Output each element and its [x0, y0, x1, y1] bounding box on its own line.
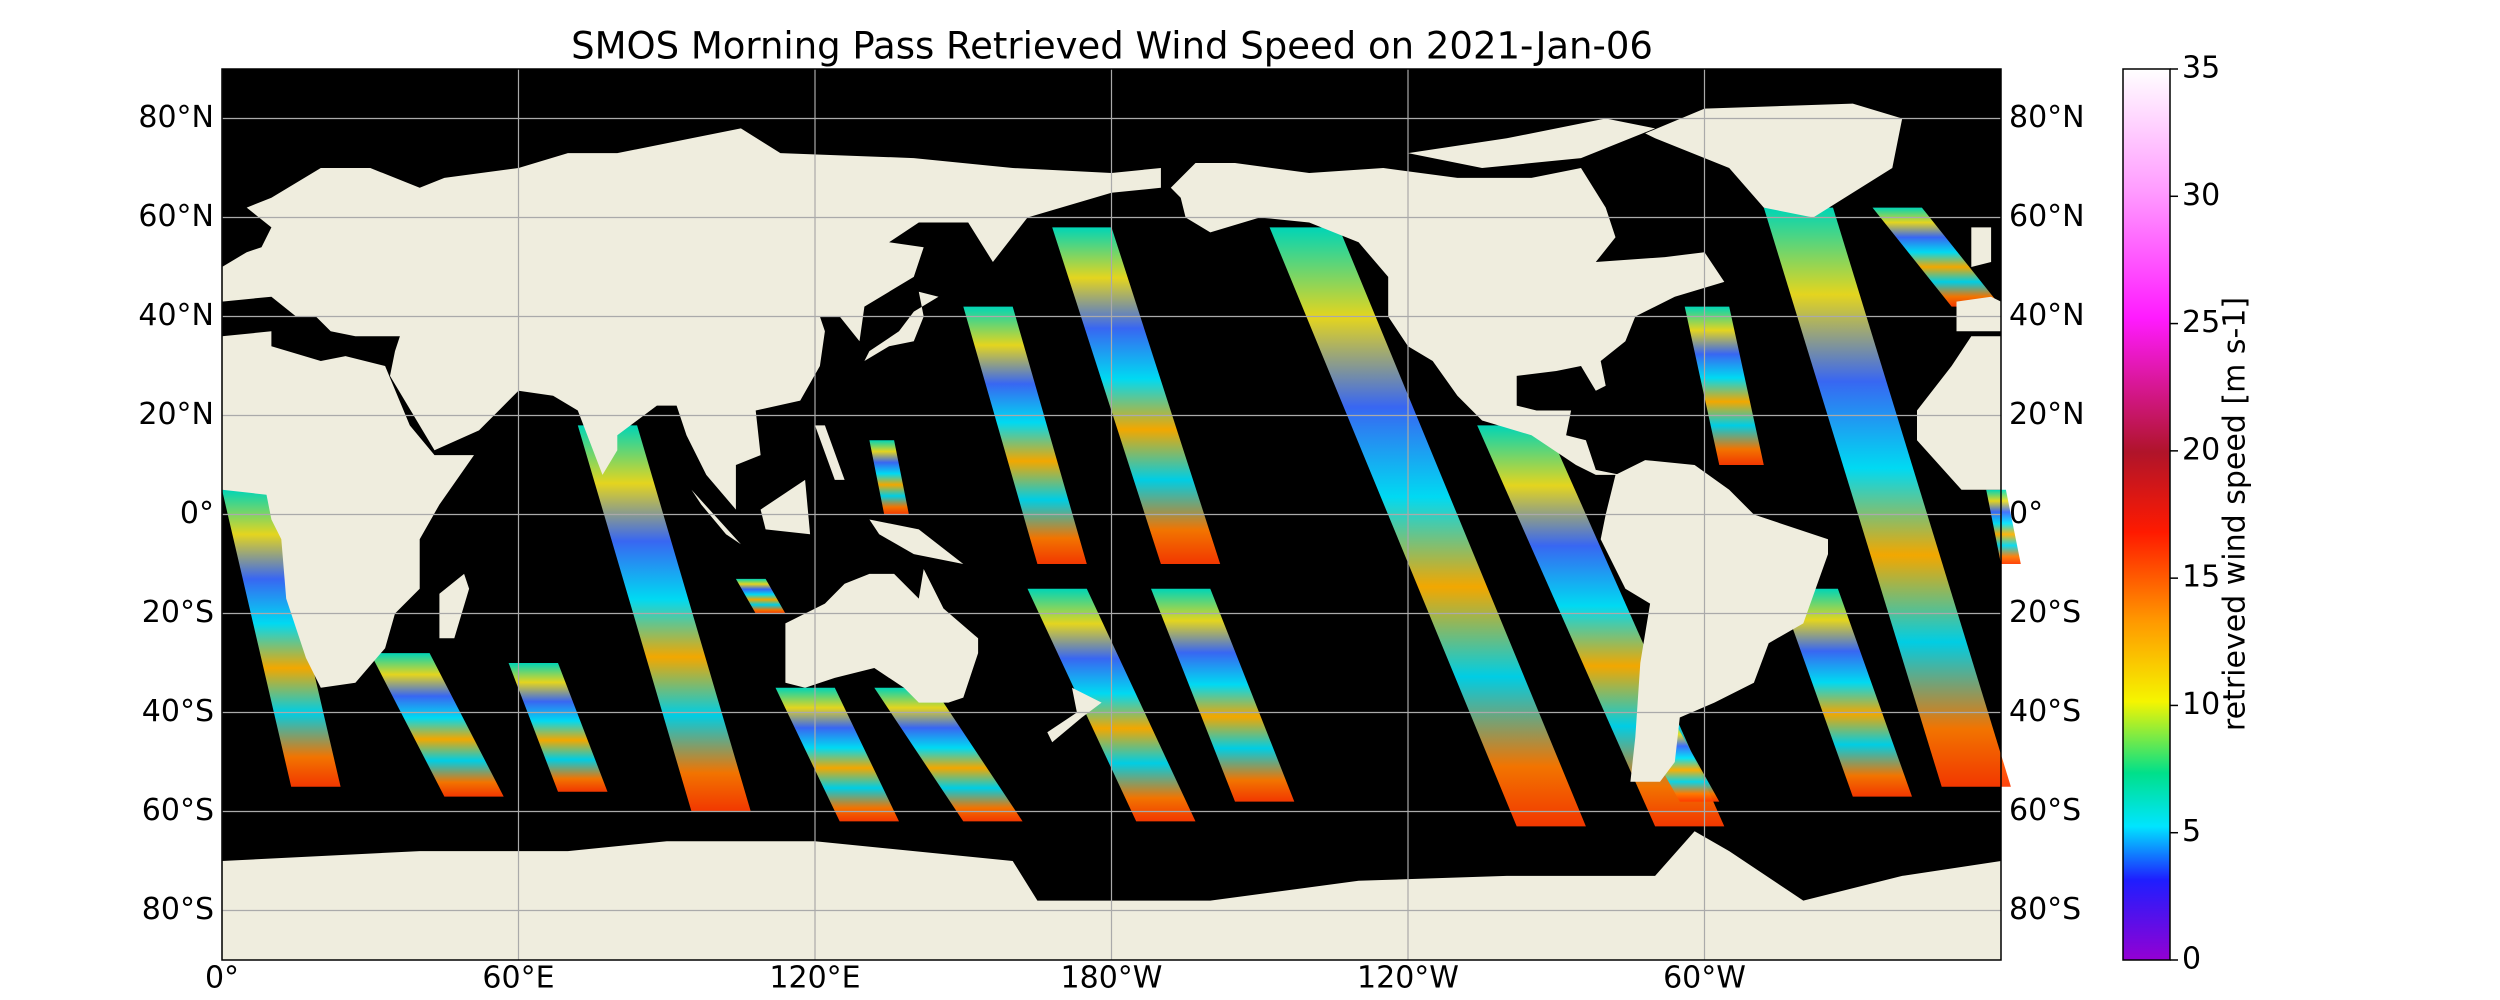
landmass — [864, 291, 939, 361]
title: SMOS Morning Pass Retrieved Wind Speed o… — [571, 25, 1653, 68]
colorbar — [2122, 68, 2171, 961]
swath — [1151, 588, 1295, 802]
swath — [963, 306, 1087, 564]
y-tick-label-right: 80°S — [2009, 892, 2081, 927]
y-tick-label: 80°S — [142, 892, 214, 927]
swath — [370, 653, 504, 797]
landmass — [1408, 118, 1656, 168]
y-tick-label: 80°N — [138, 100, 214, 135]
landmass — [869, 519, 964, 564]
landmass — [1170, 163, 1725, 475]
landmass — [1956, 296, 2001, 332]
map-frame — [221, 68, 2002, 961]
colorbar-tick-label: 20 — [2182, 432, 2220, 467]
y-tick-label-right: 20°S — [2009, 595, 2081, 630]
x-tick-label: 60°W — [1663, 961, 1746, 996]
swath — [869, 440, 909, 515]
landmass — [222, 331, 474, 688]
colorbar-tick-label: 10 — [2182, 687, 2220, 722]
landmass — [815, 425, 845, 480]
swath — [775, 687, 899, 822]
swaths — [222, 207, 2021, 827]
x-tick-label: 180°W — [1061, 961, 1163, 996]
landmass — [1645, 103, 1903, 218]
swath — [508, 663, 608, 792]
y-tick-label-right: 80°N — [2009, 100, 2085, 135]
y-tick-label: 40°N — [138, 298, 214, 333]
colorbar-tick-label: 30 — [2182, 178, 2220, 213]
y-tick-label: 60°S — [142, 793, 214, 828]
swath — [1763, 207, 2011, 787]
colorbar-tick-label: 0 — [2182, 942, 2201, 977]
swath — [1986, 489, 2021, 564]
y-tick-label-right: 60°S — [2009, 793, 2081, 828]
y-tick-label-right: 40°S — [2009, 694, 2081, 729]
y-tick-label-right: 40°N — [2009, 298, 2085, 333]
colorbar-tick-label: 25 — [2182, 305, 2220, 340]
landmass — [760, 479, 811, 535]
swath — [1872, 207, 2001, 307]
colorbar-tick-label: 5 — [2182, 814, 2201, 849]
swath — [577, 425, 751, 812]
y-tick-label-right: 0° — [2009, 496, 2043, 531]
x-tick-label: 120°W — [1357, 961, 1459, 996]
landmass — [222, 128, 1161, 510]
x-tick-label: 0° — [205, 961, 239, 996]
landmass — [439, 573, 470, 639]
x-tick-label: 60°E — [482, 961, 554, 996]
y-tick-label: 40°S — [142, 694, 214, 729]
landmass — [1047, 687, 1102, 743]
y-tick-label-right: 20°N — [2009, 397, 2085, 432]
colorbar-tick-label: 15 — [2182, 560, 2220, 595]
y-tick-label: 20°N — [138, 397, 214, 432]
landmass — [691, 489, 741, 545]
land — [222, 103, 2001, 960]
y-tick-label-right: 60°N — [2009, 199, 2085, 234]
grid — [221, 69, 2001, 960]
swath — [1778, 588, 1912, 797]
swath — [735, 578, 786, 614]
y-tick-label: 20°S — [142, 595, 214, 630]
x-tick-label: 120°E — [769, 961, 860, 996]
landmass — [1917, 336, 2001, 490]
y-tick-label: 60°N — [138, 199, 214, 234]
y-tick-label: 0° — [180, 496, 214, 531]
swath — [1269, 227, 1586, 827]
landmass — [1971, 227, 1992, 267]
landmass — [785, 569, 979, 703]
swath — [1052, 227, 1221, 564]
landmass — [222, 831, 2001, 960]
colorbar-label: retrieved wind speed [m s-1] — [2218, 297, 2253, 731]
landmass — [1600, 460, 1828, 782]
swath — [874, 687, 1023, 822]
colorbar-tick-label: 35 — [2182, 51, 2220, 86]
